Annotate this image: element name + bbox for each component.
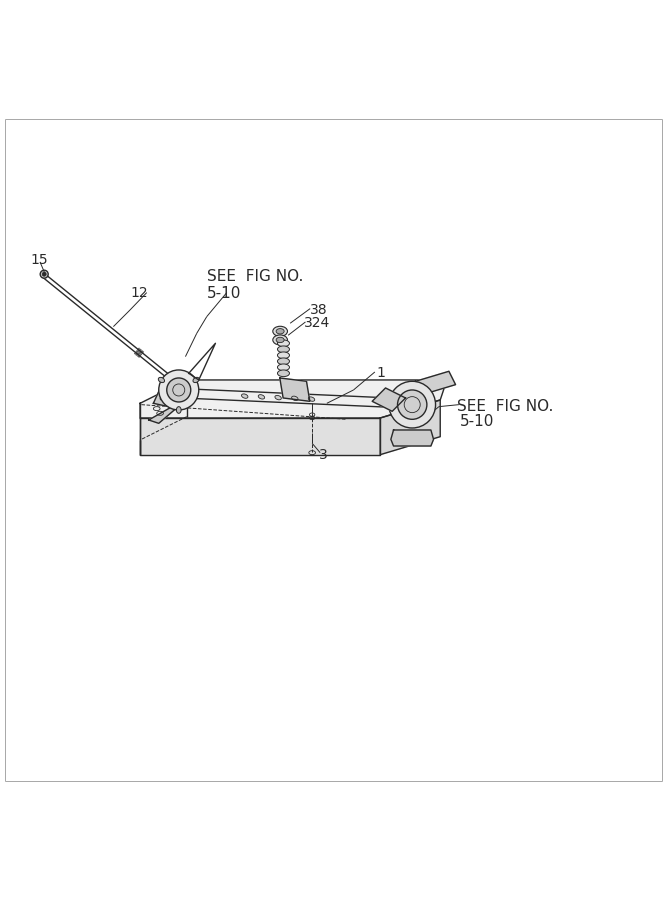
Circle shape [42, 272, 46, 276]
Ellipse shape [291, 396, 298, 400]
Text: 38: 38 [310, 303, 327, 317]
Text: 15: 15 [30, 253, 47, 267]
Ellipse shape [277, 346, 289, 353]
Ellipse shape [158, 377, 165, 382]
Text: SEE  FIG NO.: SEE FIG NO. [457, 399, 553, 414]
Ellipse shape [277, 352, 289, 358]
Circle shape [40, 270, 48, 278]
Ellipse shape [275, 395, 281, 400]
Ellipse shape [241, 394, 248, 399]
Polygon shape [140, 418, 380, 454]
Ellipse shape [277, 340, 289, 346]
Text: 1: 1 [377, 366, 386, 381]
Polygon shape [149, 403, 182, 423]
Text: 324: 324 [303, 316, 329, 330]
Circle shape [167, 378, 191, 402]
Polygon shape [391, 430, 434, 446]
Ellipse shape [276, 338, 284, 343]
Polygon shape [153, 376, 182, 407]
Ellipse shape [258, 395, 265, 399]
Circle shape [389, 382, 436, 428]
Polygon shape [416, 382, 422, 408]
Polygon shape [140, 380, 447, 418]
Ellipse shape [276, 328, 284, 334]
Ellipse shape [308, 397, 315, 401]
Circle shape [159, 370, 199, 410]
Ellipse shape [193, 377, 199, 382]
Polygon shape [279, 378, 309, 401]
Text: SEE  FIG NO.: SEE FIG NO. [207, 269, 303, 284]
Polygon shape [372, 388, 406, 411]
Text: 12: 12 [130, 286, 147, 301]
Ellipse shape [277, 364, 289, 371]
Ellipse shape [273, 327, 287, 337]
Text: 3: 3 [319, 447, 327, 462]
Polygon shape [416, 372, 456, 394]
Ellipse shape [176, 407, 181, 413]
Ellipse shape [277, 370, 289, 376]
Text: 5-10: 5-10 [207, 286, 241, 301]
Circle shape [398, 390, 427, 419]
Ellipse shape [273, 335, 287, 345]
Text: 5-10: 5-10 [460, 414, 495, 428]
Ellipse shape [277, 358, 289, 365]
Polygon shape [380, 400, 440, 454]
